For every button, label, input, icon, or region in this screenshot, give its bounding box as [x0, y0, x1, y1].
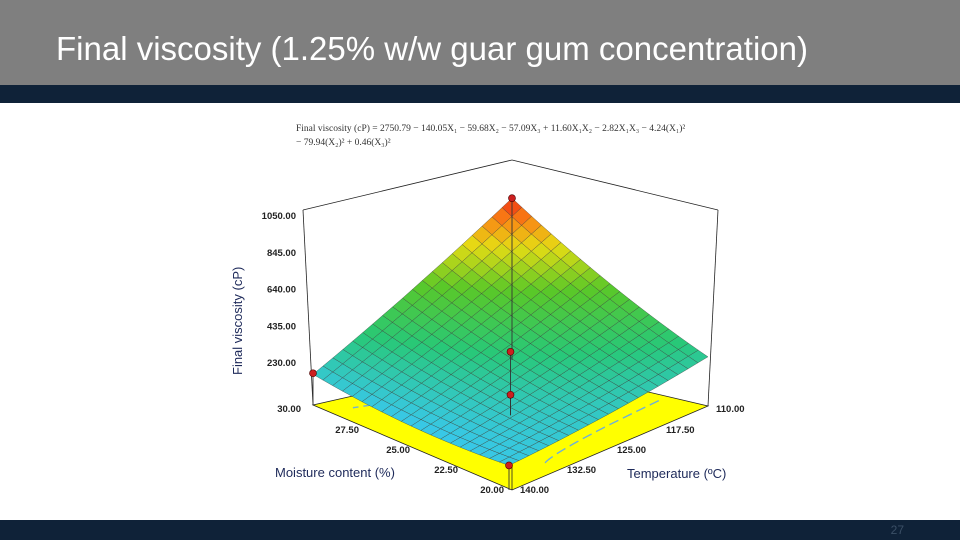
- design-points: [309, 194, 516, 490]
- equation-line-1: Final viscosity (cP) = 2750.79 − 140.05X…: [296, 124, 686, 134]
- x-axis-label: Temperature (ºC): [627, 466, 726, 481]
- design-point: [508, 194, 516, 202]
- y-tick-label: 27.50: [335, 425, 359, 436]
- box-edge-right: [707, 209, 719, 407]
- title-bar: Final viscosity (1.25% w/w guar gum conc…: [0, 0, 960, 85]
- y-axis-label: Moisture content (%): [275, 465, 395, 480]
- slide-title: Final viscosity (1.25% w/w guar gum conc…: [56, 30, 808, 67]
- y-tick-label: 22.50: [434, 465, 458, 476]
- y-ticks: 20.00 22.50 25.00 27.50 30.00: [277, 404, 504, 496]
- x-tick-label: 132.50: [567, 465, 596, 476]
- regression-equation: Final viscosity (cP) = 2750.79 − 140.05X…: [296, 122, 736, 150]
- design-point: [506, 347, 515, 356]
- z-tick-label: 435.00: [267, 321, 296, 332]
- design-point: [506, 390, 515, 399]
- slide-number: 27: [890, 523, 904, 537]
- z-tick-label: 640.00: [267, 285, 296, 296]
- z-ticks: 230.00 435.00 640.00 845.00 1050.00: [262, 211, 296, 369]
- y-tick-label: 20.00: [480, 485, 504, 496]
- z-tick-label: 1050.00: [262, 211, 296, 222]
- z-tick-label: 845.00: [267, 248, 296, 259]
- accent-strip-top: [0, 85, 960, 103]
- y-tick-label: 25.00: [386, 445, 410, 456]
- y-tick-label: 30.00: [277, 404, 301, 415]
- equation-line-2: − 79.94(X₂)² + 0.46(X₃)²: [296, 138, 391, 148]
- box-edge-top-right: [511, 159, 719, 211]
- x-tick-label: 125.00: [617, 445, 646, 456]
- x-tick-label: 117.50: [666, 425, 695, 436]
- contour-line: [543, 399, 660, 468]
- accent-strip-bottom: [0, 520, 960, 540]
- design-point: [309, 369, 317, 378]
- box-edge-top-left: [302, 159, 513, 211]
- z-tick-label: 230.00: [267, 358, 296, 369]
- x-tick-label: 110.00: [716, 404, 745, 415]
- x-tick-label: 140.00: [520, 485, 549, 496]
- design-point: [505, 461, 513, 470]
- x-ticks: 110.00 117.50 125.00 132.50 140.00: [520, 404, 745, 496]
- response-surface: [312, 197, 709, 466]
- z-axis-label: Final viscosity (cP): [230, 267, 245, 375]
